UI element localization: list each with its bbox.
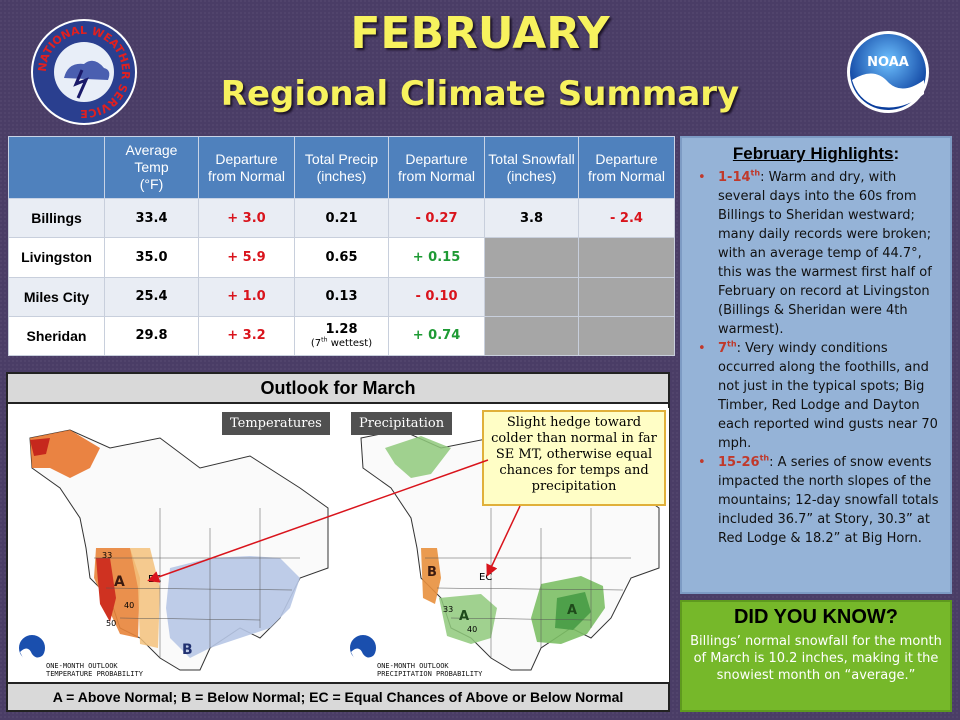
list-item: • 1-14th: Warm and dry, with several day…	[690, 168, 942, 339]
bullet-icon: •	[698, 455, 706, 470]
bullet-icon: •	[698, 341, 706, 356]
outlook-title: Outlook for March	[8, 374, 668, 404]
highlight-date: 1-14th	[718, 168, 761, 185]
outlook-callout: Slight hedge toward colder than normal i…	[482, 410, 666, 506]
snow-departure-blank	[578, 315, 675, 357]
temp-departure: + 5.9	[198, 237, 295, 278]
snow-departure: - 2.4	[578, 197, 675, 239]
highlight-text: : Very windy conditions occurred along t…	[718, 341, 938, 451]
header-total-snowfall: Total Snowfall (inches)	[484, 136, 579, 199]
header-city	[8, 136, 105, 199]
total-precip: 0.21	[294, 197, 389, 239]
precip-departure: + 0.15	[388, 237, 485, 278]
header-total-precip: Total Precip (inches)	[294, 136, 389, 199]
map-label-a: A	[114, 574, 125, 590]
header-snow-departure: Departure from Normal	[578, 136, 675, 199]
precip-map-label-a-west: A	[459, 609, 469, 624]
precip-contour-33: 33	[443, 605, 453, 614]
highlights-panel: February Highlights: • 1-14th: Warm and …	[680, 136, 952, 594]
temperature-map-graphic: A EC B 33 40 50	[10, 408, 338, 682]
highlight-text: : Warm and dry, with several days into t…	[718, 170, 932, 337]
total-precip: 0.65	[294, 237, 389, 278]
did-you-know-box: DID YOU KNOW? Billings’ normal snowfall …	[680, 600, 952, 712]
temp-departure: + 3.2	[198, 315, 295, 357]
avg-temp: 25.4	[104, 276, 199, 317]
list-item: • 7th: Very windy conditions occurred al…	[690, 339, 942, 453]
header-temp-departure: Departure from Normal	[198, 136, 295, 199]
highlight-text: : A series of snow events impacted the n…	[718, 455, 939, 546]
table-row: Billings 33.4 + 3.0 0.21 - 0.27 3.8 - 2.…	[8, 197, 675, 239]
total-precip: 0.13	[294, 276, 389, 317]
temperature-outlook-map: A EC B 33 40 50 Temperatures ONE-MONTH O…	[10, 408, 338, 682]
noaa-logo-text: NOAA	[867, 55, 909, 70]
temperature-map-caption: ONE-MONTH OUTLOOK TEMPERATURE PROBABILIT…	[46, 662, 143, 678]
map-contour-33: 33	[102, 551, 112, 560]
snow-departure-blank	[578, 276, 675, 317]
precip-note: (7th wettest)	[310, 337, 373, 350]
map-label-ec: EC	[148, 574, 161, 585]
precip-departure: + 0.74	[388, 315, 485, 357]
page-title: FEBRUARY	[350, 8, 610, 59]
precip-departure: - 0.27	[388, 197, 485, 239]
total-precip: 1.28 (7th wettest)	[294, 315, 389, 357]
highlight-date: 7th	[718, 339, 737, 356]
city-name: Sheridan	[8, 315, 105, 357]
bullet-icon: •	[698, 170, 706, 185]
table-header-row: Average Temp (°F) Departure from Normal T…	[8, 136, 675, 199]
avg-temp: 29.8	[104, 315, 199, 357]
snow-departure-blank	[578, 237, 675, 278]
highlights-list: • 1-14th: Warm and dry, with several day…	[690, 168, 942, 548]
did-you-know-title: DID YOU KNOW?	[733, 606, 899, 628]
total-snowfall-blank	[484, 276, 579, 317]
highlight-date: 15-26th	[718, 453, 770, 470]
list-item: • 15-26th: A series of snow events impac…	[690, 453, 942, 548]
city-name: Miles City	[8, 276, 105, 317]
map-contour-40: 40	[124, 601, 134, 610]
temp-departure: + 3.0	[198, 197, 295, 239]
header-precip-departure: Departure from Normal	[388, 136, 485, 199]
table-row: Miles City 25.4 + 1.0 0.13 - 0.10	[8, 276, 675, 317]
highlights-title: February Highlights:	[732, 144, 900, 163]
total-snowfall-blank	[484, 237, 579, 278]
avg-temp: 35.0	[104, 237, 199, 278]
precip-map-label-a-east: A	[567, 603, 577, 618]
map-contour-50: 50	[106, 619, 116, 628]
precipitation-label: Precipitation	[351, 412, 453, 435]
precip-map-label-ec: EC	[479, 572, 492, 583]
map-label-b: B	[182, 642, 193, 658]
temp-departure: + 1.0	[198, 276, 295, 317]
precip-departure: - 0.10	[388, 276, 485, 317]
city-name: Billings	[8, 197, 105, 239]
nws-logo: NATIONAL WEATHER SERVICE	[31, 19, 137, 125]
noaa-logo: NOAA	[847, 31, 929, 113]
table-row: Livingston 35.0 + 5.9 0.65 + 0.15	[8, 237, 675, 278]
precipitation-map-caption: ONE-MONTH OUTLOOK PRECIPITATION PROBABIL…	[377, 662, 483, 678]
page-subtitle: Regional Climate Summary	[220, 74, 740, 114]
precip-map-label-b: B	[427, 565, 437, 580]
precip-contour-40: 40	[467, 625, 477, 634]
header-avg-temp: Average Temp (°F)	[104, 136, 199, 199]
climate-table: Average Temp (°F) Departure from Normal T…	[8, 136, 675, 357]
temperatures-label: Temperatures	[222, 412, 330, 435]
did-you-know-body: Billings’ normal snowfall for the month …	[690, 634, 942, 683]
total-snowfall-blank	[484, 315, 579, 357]
outlook-legend: A = Above Normal; B = Below Normal; EC =…	[8, 682, 668, 710]
city-name: Livingston	[8, 237, 105, 278]
avg-temp: 33.4	[104, 197, 199, 239]
table-row: Sheridan 29.8 + 3.2 1.28 (7th wettest) +…	[8, 315, 675, 357]
total-snowfall: 3.8	[484, 197, 579, 239]
